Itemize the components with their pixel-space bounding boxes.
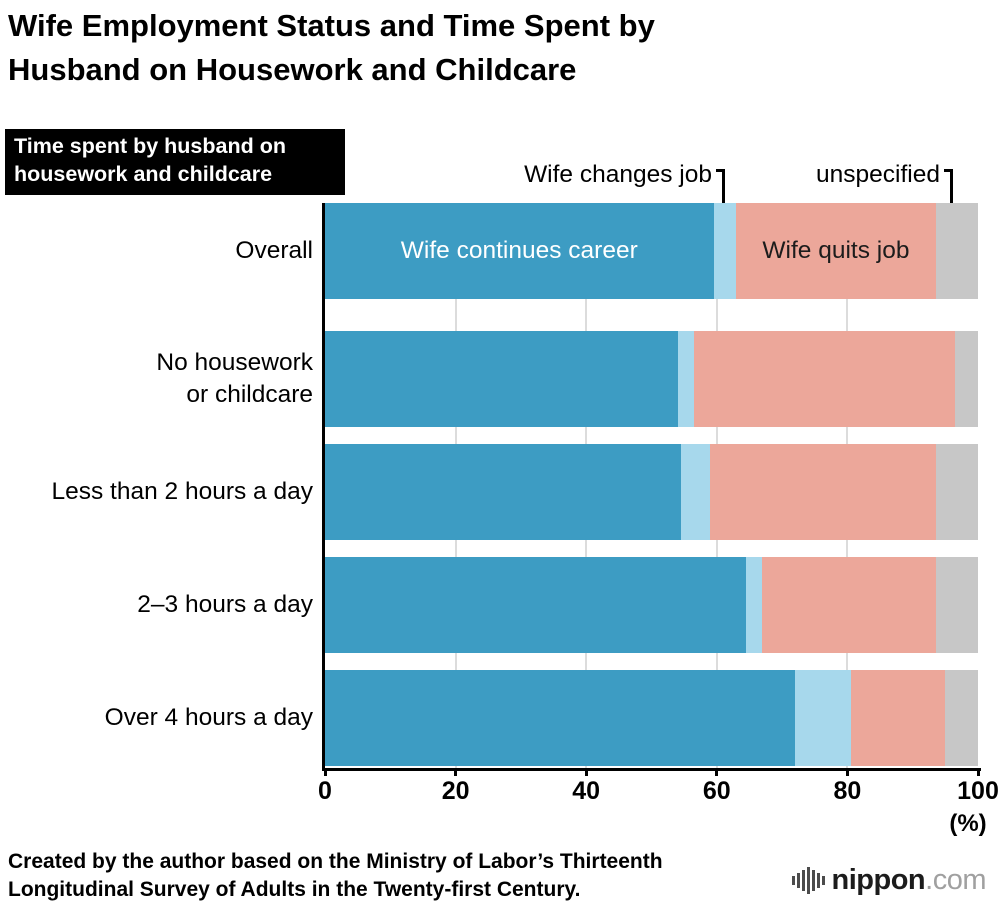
source-note: Created by the author based on the Minis… <box>8 850 663 902</box>
soundwave-bar <box>811 870 815 891</box>
x-tick-label: 100 <box>957 777 999 805</box>
segment-wife-changes-job <box>677 331 694 427</box>
segment-label: Wife quits job <box>762 237 910 264</box>
category-label: No housework or childcare <box>156 349 313 408</box>
annotation-connector-vertical <box>722 169 725 204</box>
axis-unit-label: (%) <box>949 810 987 837</box>
segment-unspecified <box>935 444 978 540</box>
x-tick <box>715 768 719 776</box>
segment-wife-changes-job <box>795 670 851 766</box>
segment-wife-quits-job <box>762 557 936 653</box>
segment-wife-continues-career: Wife continues career <box>325 203 714 299</box>
segment-wife-changes-job <box>746 557 763 653</box>
bar-row <box>325 331 978 427</box>
category-label: Overall <box>235 237 313 265</box>
segment-wife-continues-career <box>325 444 681 540</box>
bar-row: Wife continues career Wife quits job <box>325 203 978 299</box>
segment-wife-changes-job <box>713 203 737 299</box>
logo-tld: .com <box>925 864 986 896</box>
segment-unspecified <box>935 203 978 299</box>
soundwave-bar <box>821 876 825 885</box>
x-tick <box>845 768 849 776</box>
x-tick-label: 40 <box>572 777 601 805</box>
x-tick-label: 20 <box>441 777 470 805</box>
soundwave-bar <box>806 867 810 894</box>
segment-wife-continues-career <box>325 557 747 653</box>
segment-wife-continues-career <box>325 670 796 766</box>
y-axis-line <box>322 203 325 771</box>
annotation-connector-horizontal <box>716 169 725 172</box>
segment-label: Wife continues career <box>400 237 638 264</box>
bar-row <box>325 557 978 653</box>
soundwave-bar <box>816 873 820 888</box>
soundwave-bar <box>791 876 795 885</box>
segment-unspecified <box>955 331 978 427</box>
x-axis-line <box>322 768 981 771</box>
annotation-unspecified: unspecified <box>816 161 940 188</box>
category-label: Over 4 hours a day <box>104 704 313 732</box>
logo-wordmark: nippon.com <box>831 864 987 897</box>
annotation-connector-vertical <box>950 169 953 204</box>
segment-wife-changes-job <box>680 444 711 540</box>
x-tick <box>454 768 458 776</box>
soundwave-bars-icon <box>791 866 825 896</box>
bar-row <box>325 670 978 766</box>
segment-wife-quits-job: Wife quits job <box>736 203 936 299</box>
soundwave-bar <box>796 873 800 888</box>
x-tick-label: 80 <box>833 777 862 805</box>
x-tick-label: 0 <box>318 777 332 805</box>
nippon-logo: nippon.com <box>791 864 987 897</box>
legend-header-box: Time spent by husband on housework and c… <box>5 129 345 195</box>
segment-unspecified <box>935 557 978 653</box>
segment-wife-quits-job <box>710 444 936 540</box>
segment-wife-continues-career <box>325 331 678 427</box>
x-tick <box>584 768 588 776</box>
segment-wife-quits-job <box>850 670 946 766</box>
category-label: Less than 2 hours a day <box>51 478 313 506</box>
annotation-connector-horizontal <box>944 169 953 172</box>
category-label: 2–3 hours a day <box>137 591 313 619</box>
page-title: Wife Employment Status and Time Spent by… <box>8 8 655 88</box>
bar-row <box>325 444 978 540</box>
x-tick-label: 60 <box>702 777 731 805</box>
logo-name: nippon <box>831 864 926 896</box>
segment-unspecified <box>945 670 978 766</box>
x-tick <box>976 768 980 776</box>
soundwave-bar <box>801 870 805 891</box>
annotation-wife-changes-job: Wife changes job <box>524 161 712 188</box>
x-tick <box>323 768 327 776</box>
segment-wife-quits-job <box>693 331 956 427</box>
